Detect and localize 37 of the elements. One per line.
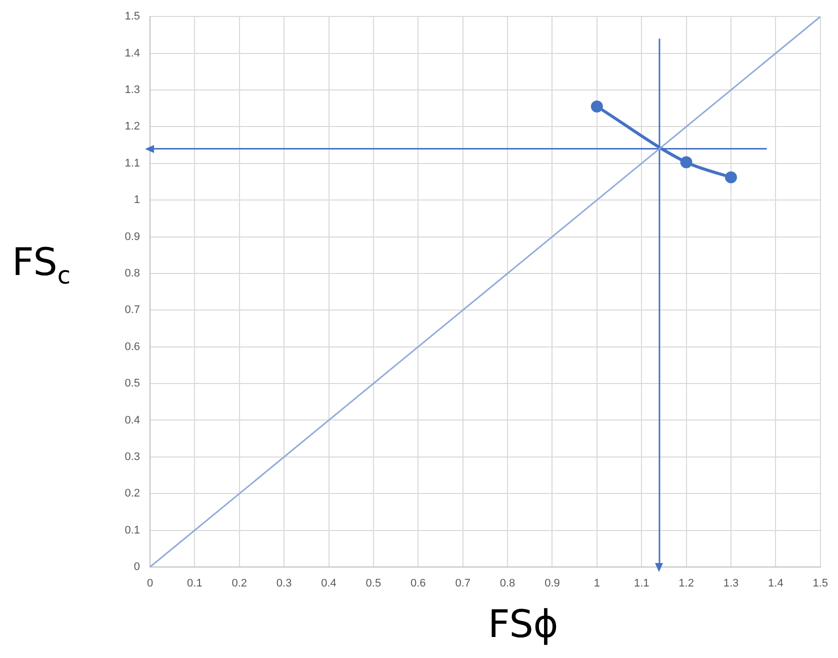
x-axis-title: FSϕ	[488, 602, 558, 646]
x-tick-label: 0.2	[232, 578, 248, 590]
x-tick-label: 0.9	[544, 578, 560, 590]
y-tick-label: 0.5	[124, 378, 140, 390]
x-tick-label: 1.1	[634, 578, 650, 590]
x-tick-label: 1.3	[723, 578, 739, 590]
x-tick-label: 1.4	[768, 578, 784, 590]
x-tick-label: 0.6	[410, 578, 426, 590]
y-tick-label: 1.4	[124, 47, 140, 60]
y-tick-label: 0.8	[124, 267, 140, 280]
y-tick-label: 1.1	[124, 157, 140, 170]
x-tick-label: 0.1	[187, 578, 202, 590]
x-tick-label: 0.8	[500, 578, 516, 590]
point	[590, 100, 603, 112]
y-axis-title: FS$_{c}$	[12, 240, 71, 290]
x-tick-label: 0.5	[366, 578, 382, 590]
x-tick-label: 1	[594, 578, 600, 590]
x-tick-label: 1.5	[812, 578, 828, 590]
y-tick-label: 0.7	[124, 304, 140, 316]
x-tick-label: 1.2	[678, 578, 694, 590]
y-tick-label: 1	[134, 194, 140, 206]
y-tick-label: 0.6	[124, 340, 140, 353]
y-tick-label: 0.2	[124, 488, 140, 500]
x-tick-label: 0.7	[455, 578, 470, 590]
y-tick-label: 0.1	[124, 524, 140, 536]
y-tick-label: 1.3	[124, 84, 140, 96]
y-tick-label: 0	[134, 561, 140, 574]
point	[724, 171, 737, 184]
point	[680, 156, 692, 168]
y-tick-label: 0.9	[124, 230, 140, 243]
y-tick-label: 0.4	[124, 414, 140, 426]
x-tick-label: 0	[146, 578, 154, 590]
y-tick-label: 1.2	[124, 120, 140, 133]
y-tick-label: 1.5	[124, 10, 140, 23]
x-tick-label: 0.3	[276, 578, 292, 590]
y-tick-label: 0.3	[124, 450, 140, 463]
x-tick-label: 0.4	[321, 578, 336, 590]
